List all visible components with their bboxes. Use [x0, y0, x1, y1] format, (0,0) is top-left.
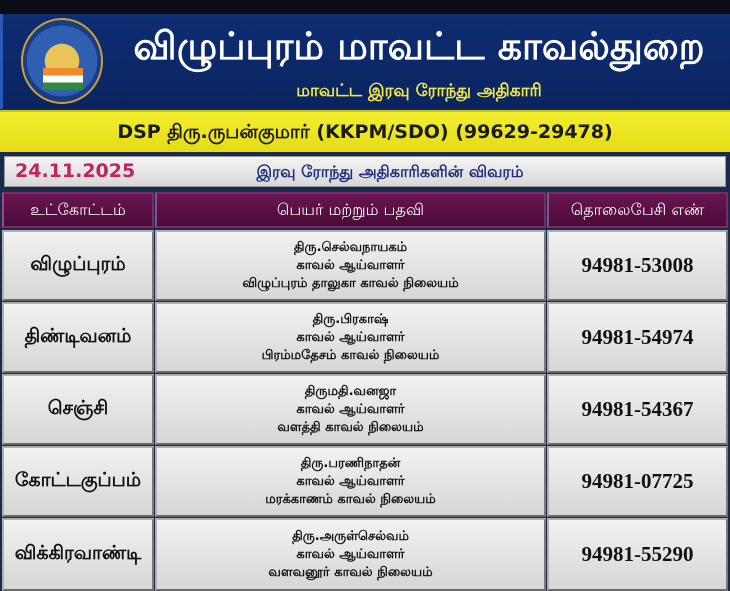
officer-rank: காவல் ஆய்வாளர்	[296, 257, 405, 273]
subdivision-cell: திண்டிவனம்	[2, 302, 154, 373]
officer-name: திரு.பரணிநாதன்	[300, 455, 401, 471]
top-strip	[0, 0, 730, 14]
police-station: வளத்தி காவல் நிலையம்	[277, 419, 424, 435]
flag-emblem-icon	[43, 68, 83, 90]
subdivision-text: திண்டிவனம்	[24, 325, 132, 347]
phone-cell: 94981-55290	[547, 518, 728, 591]
subdivision-cell: செஞ்சி	[2, 374, 154, 445]
subdivision-cell: கோட்டகுப்பம்	[2, 446, 154, 517]
officer-rank: காவல் ஆய்வாளர்	[296, 329, 405, 345]
section-title-box: இரவு ரோந்து அதிகாரிகளின் விவரம்	[155, 157, 625, 186]
page-title-box: விழுப்புரம் மாவட்ட காவல்துறை	[109, 18, 729, 74]
phone-text: 94981-54367	[581, 397, 694, 421]
officer-cell: திரு.அருள்செல்வம் காவல் ஆய்வாளர் வளவனூர்…	[155, 518, 546, 591]
column-header-phone: தொலைபேசி எண்	[547, 192, 728, 228]
subdivision-text: விக்கிரவாண்டி	[14, 542, 142, 564]
page-title: விழுப்புரம் மாவட்ட காவல்துறை	[133, 24, 705, 68]
section-title: இரவு ரோந்து அதிகாரிகளின் விவரம்	[256, 162, 524, 181]
column-header-subdivision-text: உட்கோட்டம்	[30, 199, 126, 219]
subdivision-text: செஞ்சி	[47, 397, 109, 419]
tamilnadu-police-logo	[21, 18, 103, 104]
phone-text: 94981-55290	[581, 542, 694, 566]
dsp-text: DSP திரு.ருபன்குமார் (KKPM/SDO) (99629-2…	[117, 121, 613, 143]
officer-cell: திரு.பிரகாஷ் காவல் ஆய்வாளர் பிரம்மதேசம் …	[155, 302, 546, 373]
date-row: 24.11.2025 இரவு ரோந்து அதிகாரிகளின் விவர…	[4, 156, 726, 187]
subdivision-text: கோட்டகுப்பம்	[14, 469, 142, 491]
officer-cell: திரு.பரணிநாதன் காவல் ஆய்வாளர் மரக்காணம் …	[155, 446, 546, 517]
phone-text: 94981-53008	[581, 253, 694, 277]
police-station: மரக்காணம் காவல் நிலையம்	[265, 491, 436, 507]
dsp-bar: DSP திரு.ருபன்குமார் (KKPM/SDO) (99629-2…	[0, 110, 730, 152]
officer-cell: திரு.செல்வநாயகம் காவல் ஆய்வாளர் விழுப்பு…	[155, 230, 546, 301]
page-subtitle-box: மாவட்ட இரவு ரோந்து அதிகாரி	[109, 78, 729, 104]
phone-cell: 94981-07725	[547, 446, 728, 517]
page-subtitle: மாவட்ட இரவு ரோந்து அதிகாரி	[296, 81, 542, 101]
date: 24.11.2025	[15, 160, 136, 182]
column-header-phone-text: தொலைபேசி எண்	[570, 199, 705, 219]
officer-name: திரு.செல்வநாயகம்	[293, 239, 408, 255]
column-header-name: பெயர் மற்றும் பதவி	[155, 192, 546, 228]
column-header-subdivision: உட்கோட்டம்	[2, 192, 154, 228]
officer-cell: திருமதி.வனஜா காவல் ஆய்வாளர் வளத்தி காவல்…	[155, 374, 546, 445]
column-header-name-text: பெயர் மற்றும் பதவி	[276, 199, 425, 219]
officer-rank: காவல் ஆய்வாளர்	[296, 473, 405, 489]
police-station: விழுப்புரம் தாலுகா காவல் நிலையம்	[242, 275, 459, 291]
officer-name: திரு.அருள்செல்வம்	[292, 528, 409, 544]
subdivision-cell: விக்கிரவாண்டி	[2, 518, 154, 591]
phone-cell: 94981-54367	[547, 374, 728, 445]
officer-rank: காவல் ஆய்வாளர்	[296, 546, 405, 562]
police-station: பிரம்மதேசம் காவல் நிலையம்	[261, 347, 440, 363]
phone-cell: 94981-53008	[547, 230, 728, 301]
subdivision-cell: விழுப்புரம்	[2, 230, 154, 301]
officer-rank: காவல் ஆய்வாளர்	[296, 401, 405, 417]
header-banner: விழுப்புரம் மாவட்ட காவல்துறை மாவட்ட இரவு…	[0, 14, 730, 109]
police-station: வளவனூர் காவல் நிலையம்	[268, 564, 433, 580]
phone-cell: 94981-54974	[547, 302, 728, 373]
officer-name: திரு.பிரகாஷ்	[312, 311, 389, 327]
phone-text: 94981-07725	[581, 469, 694, 493]
subdivision-text: விழுப்புரம்	[30, 253, 126, 275]
phone-text: 94981-54974	[581, 325, 694, 349]
officer-name: திருமதி.வனஜா	[304, 383, 397, 399]
